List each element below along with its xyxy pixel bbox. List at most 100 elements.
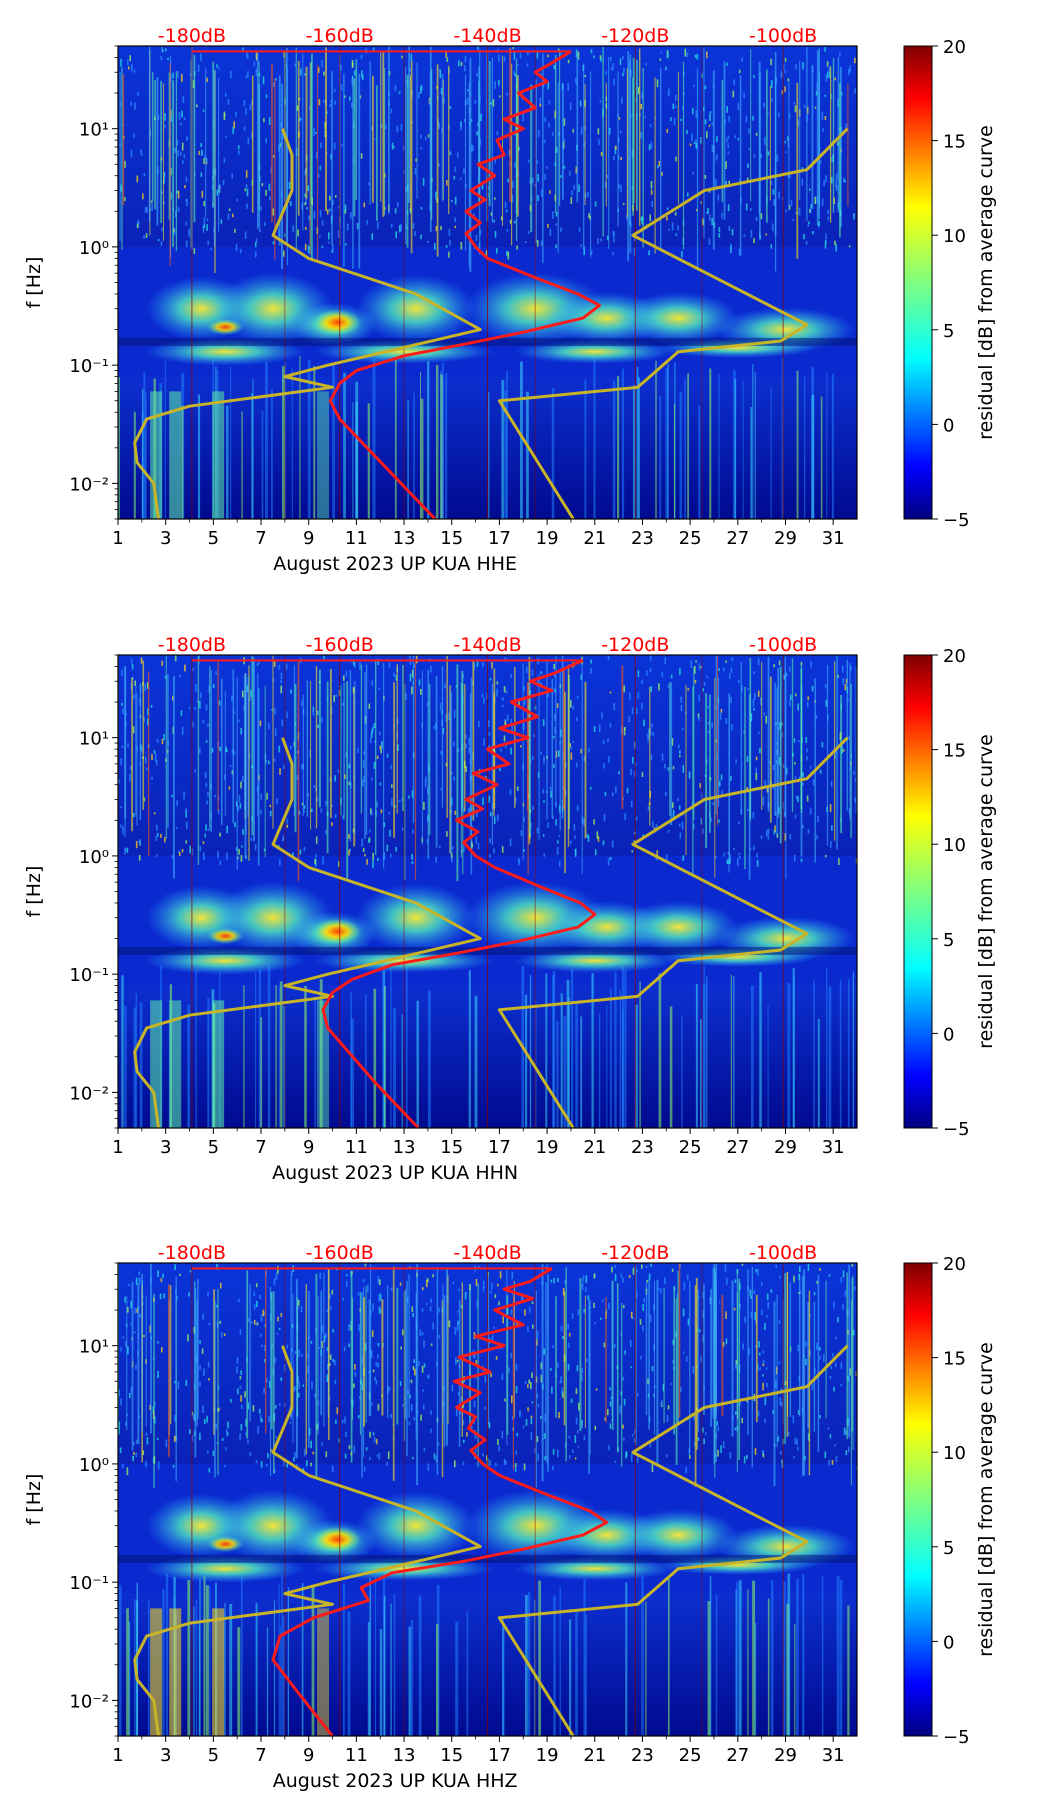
x-tick-label: 1 <box>112 1137 123 1158</box>
colorbar-tick-label: 20 <box>943 646 966 667</box>
colorbar-tick-label: −5 <box>943 1119 970 1140</box>
x-tick-label: 1 <box>112 1745 123 1766</box>
x-tick-label: 3 <box>160 1137 171 1158</box>
db-scale-label: -160dB <box>306 1242 374 1264</box>
mean-psd-curve <box>321 659 597 1128</box>
spectrogram-image <box>118 46 857 519</box>
y-tick-label: 10⁻¹ <box>69 1573 109 1594</box>
x-tick-label: 17 <box>488 1745 511 1766</box>
x-axis-label: August 2023 UP KUA HHZ <box>273 1770 518 1792</box>
x-tick-label: 25 <box>679 528 702 549</box>
x-tick-label: 27 <box>726 528 749 549</box>
x-tick-label: 23 <box>631 1137 654 1158</box>
colorbar-tick-label: 0 <box>943 1632 954 1653</box>
colorbar-tick-label: −5 <box>943 510 970 531</box>
db-scale-label: -100dB <box>749 25 817 47</box>
y-tick-label: 10¹ <box>79 1337 109 1358</box>
y-tick-label: 10¹ <box>79 120 109 141</box>
colorbar-tick-label: 5 <box>943 1538 954 1559</box>
colorbar: −5 0 5 10 15 20 residual [dB] from average cur… <box>903 1254 997 1748</box>
x-tick-label: 7 <box>255 1137 266 1158</box>
x-tick-label: 19 <box>536 1137 559 1158</box>
colorbar-tick-label: 10 <box>943 226 966 247</box>
x-tick-label: 11 <box>345 528 368 549</box>
nhnm-curve <box>497 736 849 1128</box>
x-tick-label: 29 <box>774 1137 797 1158</box>
y-tick-label: 10¹ <box>79 729 109 750</box>
x-axis-label: August 2023 UP KUA HHN <box>272 1162 518 1184</box>
x-tick-label: 31 <box>822 1137 845 1158</box>
colorbar-tick-label: 0 <box>943 1024 954 1045</box>
x-tick-label: 15 <box>440 1745 463 1766</box>
x-tick-label: 19 <box>536 1745 559 1766</box>
db-scale-label: -160dB <box>306 25 374 47</box>
x-tick-label: 15 <box>440 1137 463 1158</box>
x-tick-label: 25 <box>679 1745 702 1766</box>
colorbar: −5 0 5 10 15 20 residual [dB] from average cur… <box>903 646 997 1140</box>
y-axis-label: f [Hz] <box>23 257 45 309</box>
x-tick-label: 5 <box>208 528 219 549</box>
x-tick-label: 31 <box>822 1745 845 1766</box>
db-scale-label: -100dB <box>749 634 817 656</box>
colorbar-tick-label: 20 <box>943 37 966 58</box>
db-scale-label: -180dB <box>158 1242 226 1264</box>
spectrogram-image <box>118 655 857 1128</box>
x-tick-label: 13 <box>393 1137 416 1158</box>
mean-psd-curve <box>328 50 601 519</box>
x-tick-label: 21 <box>583 1745 606 1766</box>
y-tick-label: 10⁻¹ <box>69 965 109 986</box>
nhnm-curve <box>497 127 849 519</box>
x-tick-label: 9 <box>303 1137 314 1158</box>
colorbar-tick-label: 5 <box>943 930 954 951</box>
db-scale-label: -180dB <box>158 634 226 656</box>
x-tick-label: 13 <box>393 528 416 549</box>
x-tick-label: 5 <box>208 1745 219 1766</box>
db-scale-label: -120dB <box>601 634 669 656</box>
x-tick-label: 9 <box>303 1745 314 1766</box>
x-tick-label: 21 <box>583 1137 606 1158</box>
x-tick-label: 23 <box>631 528 654 549</box>
colorbar-tick-label: 15 <box>943 741 966 762</box>
y-tick-label: 10⁻² <box>69 1691 109 1712</box>
x-tick-label: 25 <box>679 1137 702 1158</box>
x-tick-label: 1 <box>112 528 123 549</box>
colorbar-tick-label: 15 <box>943 1349 966 1370</box>
db-scale-label: -120dB <box>601 1242 669 1264</box>
x-tick-label: 15 <box>440 528 463 549</box>
x-axis-label: August 2023 UP KUA HHE <box>273 553 517 575</box>
colorbar-label: residual [dB] from average curve <box>975 125 997 440</box>
db-scale-label: -140dB <box>453 25 521 47</box>
x-tick-label: 19 <box>536 528 559 549</box>
x-tick-label: 17 <box>488 528 511 549</box>
db-scale-label: -140dB <box>453 634 521 656</box>
x-tick-label: 29 <box>774 1745 797 1766</box>
colorbar-tick-label: 0 <box>943 415 954 436</box>
y-tick-label: 10⁻² <box>69 474 109 495</box>
y-axis-label: f [Hz] <box>23 1474 45 1526</box>
x-tick-label: 23 <box>631 1745 654 1766</box>
colorbar-label: residual [dB] from average curve <box>975 1342 997 1657</box>
colorbar-tick-label: 10 <box>943 1443 966 1464</box>
db-scale-label: -140dB <box>453 1242 521 1264</box>
y-tick-label: 10⁰ <box>79 847 109 868</box>
spectrogram-image <box>118 1263 857 1736</box>
x-tick-label: 3 <box>160 528 171 549</box>
colorbar-tick-label: 5 <box>943 321 954 342</box>
nlnm-curve <box>133 128 482 519</box>
db-scale-label: -120dB <box>601 25 669 47</box>
db-scale-label: -160dB <box>306 634 374 656</box>
mean-psd-curve <box>271 1267 609 1736</box>
x-tick-label: 7 <box>255 1745 266 1766</box>
db-scale-label: -180dB <box>158 25 226 47</box>
x-tick-label: 31 <box>822 528 845 549</box>
nlnm-curve <box>133 737 482 1128</box>
x-tick-label: 5 <box>208 1137 219 1158</box>
x-tick-label: 17 <box>488 1137 511 1158</box>
x-tick-label: 21 <box>583 528 606 549</box>
x-tick-label: 11 <box>345 1745 368 1766</box>
x-tick-label: 27 <box>726 1745 749 1766</box>
